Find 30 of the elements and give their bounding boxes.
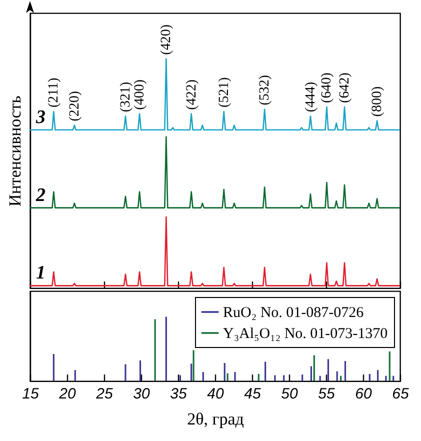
x-tick-label: 45 xyxy=(244,386,262,402)
x-tick-label: 25 xyxy=(95,386,114,402)
x-tick-label: 65 xyxy=(392,386,410,402)
x-tick-label: 35 xyxy=(170,386,188,402)
series-label: 1 xyxy=(36,262,46,284)
x-tick-label: 40 xyxy=(207,386,224,402)
annotation: (444) xyxy=(303,81,318,112)
annotation: (211) xyxy=(46,77,62,108)
annotation: (321) xyxy=(118,81,134,112)
series-label: 2 xyxy=(35,184,46,206)
x-axis-title: 2θ, град xyxy=(187,410,244,428)
x-tick-label: 20 xyxy=(58,386,76,402)
annotation: (532) xyxy=(258,74,273,106)
annotation: (800) xyxy=(370,86,386,117)
x-tick-label: 30 xyxy=(133,386,150,402)
annotation: (420) xyxy=(159,24,174,55)
annotation: (640) xyxy=(320,72,335,103)
x-tick-label: 50 xyxy=(281,386,298,402)
x-tick-label: 15 xyxy=(22,386,40,402)
annotation: (422) xyxy=(184,79,200,110)
y-axis-title: Интенсивность xyxy=(6,95,24,206)
legend-label: Y₃Al₅O₁₂ No. 01-073-1370 xyxy=(223,326,388,342)
x-tick-label: 55 xyxy=(318,386,336,402)
annotation: (220) xyxy=(67,90,82,122)
annotation: (400) xyxy=(132,79,148,110)
legend-label: RuO₂ No. 01-087-0726 xyxy=(223,305,364,321)
series-label: 3 xyxy=(35,106,46,128)
annotation: (642) xyxy=(338,72,352,103)
x-tick-label: 60 xyxy=(355,386,372,402)
annotation: (521) xyxy=(216,76,232,108)
